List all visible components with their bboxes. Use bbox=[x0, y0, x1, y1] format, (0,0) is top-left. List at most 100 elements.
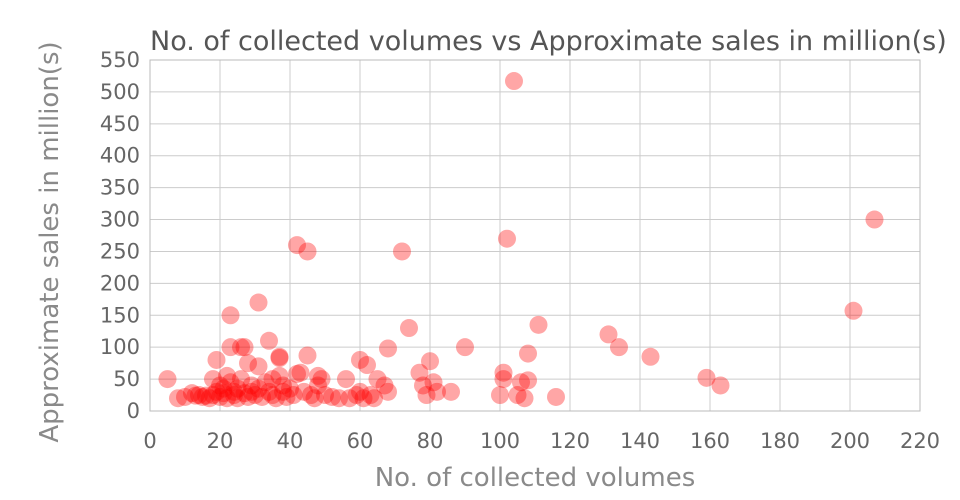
y-tick-label: 50 bbox=[113, 367, 140, 391]
data-point bbox=[232, 370, 250, 389]
y-tick-label: 300 bbox=[100, 208, 140, 232]
data-point bbox=[414, 376, 432, 395]
data-point bbox=[400, 319, 418, 338]
data-point bbox=[529, 315, 548, 334]
y-axis-ticks: 0 50 100 150 200 250 300 350 400 450 500 550 bbox=[100, 48, 140, 423]
data-point bbox=[340, 389, 359, 408]
data-point bbox=[316, 386, 334, 405]
data-point bbox=[239, 354, 257, 373]
data-point bbox=[410, 363, 429, 382]
y-tick-label: 450 bbox=[100, 112, 140, 136]
data-point bbox=[225, 382, 243, 401]
data-point bbox=[242, 376, 261, 395]
data-point bbox=[207, 382, 226, 401]
data-point bbox=[218, 389, 236, 408]
x-tick-label: 40 bbox=[277, 429, 304, 453]
data-point bbox=[309, 376, 327, 395]
y-tick-label: 250 bbox=[100, 239, 140, 263]
data-point bbox=[375, 376, 394, 395]
data-point bbox=[176, 387, 194, 406]
data-point bbox=[442, 382, 460, 401]
data-point bbox=[512, 373, 530, 392]
data-point bbox=[260, 331, 278, 350]
data-point bbox=[221, 338, 240, 357]
data-point bbox=[365, 389, 383, 408]
data-point bbox=[456, 338, 474, 357]
data-point bbox=[204, 386, 222, 405]
data-point bbox=[253, 387, 271, 406]
grid-lines bbox=[149, 59, 921, 412]
data-point bbox=[421, 352, 439, 371]
data-point bbox=[225, 386, 243, 405]
x-tick-label: 0 bbox=[143, 429, 156, 453]
data-point bbox=[379, 382, 397, 401]
data-point bbox=[361, 386, 380, 405]
data-point bbox=[249, 293, 268, 312]
data-point bbox=[298, 242, 317, 261]
data-point bbox=[193, 387, 212, 406]
data-point bbox=[641, 347, 660, 366]
data-point bbox=[211, 376, 229, 395]
data-point bbox=[263, 386, 282, 405]
data-point bbox=[309, 366, 327, 385]
x-tick-label: 180 bbox=[760, 429, 800, 453]
data-point bbox=[711, 376, 730, 395]
data-point bbox=[249, 357, 268, 376]
chart-title: No. of collected volumes vs Approximate … bbox=[150, 26, 947, 57]
y-tick-label: 0 bbox=[127, 399, 140, 423]
data-point bbox=[368, 370, 387, 389]
y-axis-label: Approximate sales in million(s) bbox=[35, 41, 65, 442]
data-point bbox=[498, 229, 516, 248]
data-point bbox=[358, 356, 376, 375]
data-point bbox=[270, 349, 289, 368]
x-tick-label: 20 bbox=[207, 429, 234, 453]
y-tick-label: 400 bbox=[100, 144, 140, 168]
data-point bbox=[211, 387, 229, 406]
data-point bbox=[599, 325, 618, 344]
y-tick-label: 150 bbox=[100, 303, 140, 327]
data-point bbox=[291, 363, 310, 382]
data-point bbox=[260, 382, 278, 401]
data-point bbox=[186, 386, 205, 405]
data-point bbox=[235, 384, 254, 403]
data-point bbox=[844, 301, 863, 320]
data-point bbox=[284, 386, 303, 405]
data-point bbox=[494, 370, 513, 389]
x-tick-label: 100 bbox=[480, 429, 520, 453]
data-point bbox=[277, 387, 296, 406]
data-point bbox=[228, 379, 247, 398]
data-point bbox=[249, 379, 268, 398]
data-point bbox=[508, 386, 527, 405]
data-point bbox=[204, 370, 222, 389]
data-point bbox=[274, 382, 292, 401]
data-point bbox=[351, 350, 369, 369]
data-point bbox=[424, 373, 443, 392]
x-axis-ticks: 0 20 40 60 80 100 120 140 160 180 200 220 bbox=[143, 429, 940, 453]
data-point bbox=[351, 382, 369, 401]
data-point bbox=[190, 386, 208, 405]
data-point bbox=[263, 370, 282, 389]
x-tick-label: 220 bbox=[900, 429, 940, 453]
data-point bbox=[158, 370, 177, 389]
data-point bbox=[379, 339, 397, 358]
data-point bbox=[505, 72, 523, 91]
data-point bbox=[519, 371, 537, 390]
x-tick-label: 200 bbox=[830, 429, 870, 453]
data-point bbox=[354, 389, 373, 408]
data-point bbox=[298, 346, 317, 365]
data-point bbox=[239, 387, 257, 406]
data-point bbox=[547, 387, 565, 406]
x-tick-label: 140 bbox=[620, 429, 660, 453]
data-point bbox=[428, 382, 446, 401]
data-point bbox=[169, 389, 187, 408]
data-point bbox=[232, 338, 250, 357]
y-tick-label: 100 bbox=[100, 335, 140, 359]
data-point bbox=[330, 389, 348, 408]
x-tick-label: 160 bbox=[690, 429, 730, 453]
data-point bbox=[270, 366, 289, 385]
y-tick-label: 200 bbox=[100, 271, 140, 295]
data-point bbox=[221, 306, 240, 325]
data-point bbox=[610, 338, 628, 357]
data-point bbox=[417, 386, 436, 405]
